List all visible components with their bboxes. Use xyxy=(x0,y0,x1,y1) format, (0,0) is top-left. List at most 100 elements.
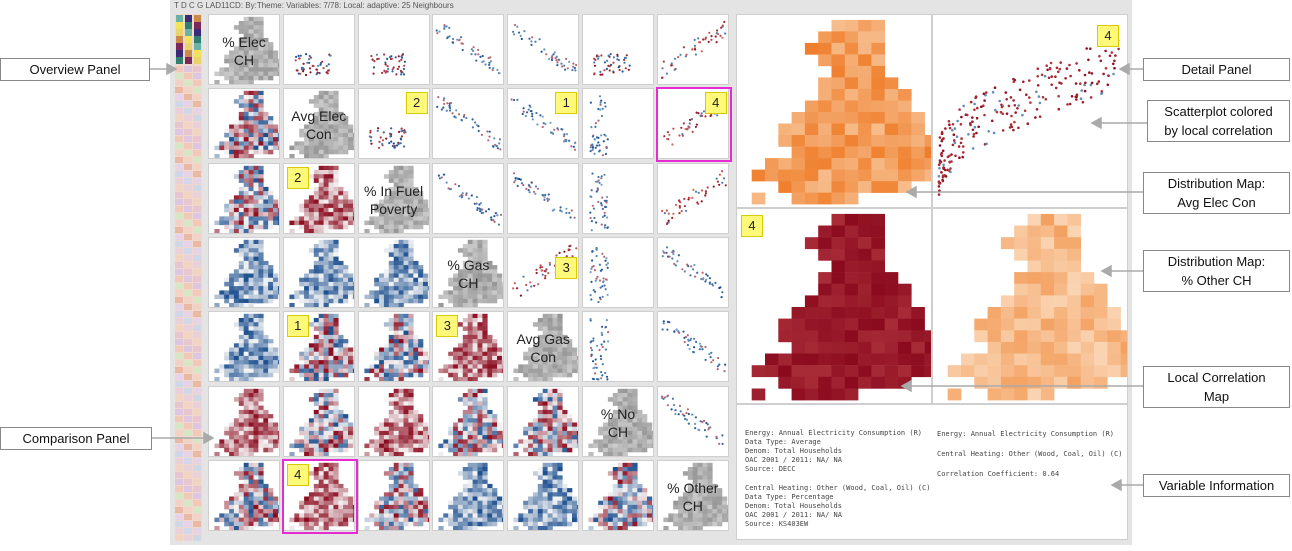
correlation-map-cell[interactable] xyxy=(208,162,280,234)
overview-cell[interactable] xyxy=(184,297,192,303)
overview-cell[interactable] xyxy=(184,472,192,478)
correlation-map-cell[interactable] xyxy=(432,459,505,531)
overview-cell[interactable] xyxy=(193,409,201,415)
overview-cell[interactable] xyxy=(175,409,183,415)
overview-cell[interactable] xyxy=(184,234,192,240)
overview-cell[interactable] xyxy=(185,29,192,36)
overview-cell[interactable] xyxy=(184,367,192,373)
overview-cell[interactable] xyxy=(193,500,201,506)
overview-cell[interactable] xyxy=(184,115,192,121)
overview-cell[interactable] xyxy=(175,437,183,443)
overview-cell[interactable] xyxy=(193,255,201,261)
overview-cell[interactable] xyxy=(185,50,192,57)
overview-cell[interactable] xyxy=(193,318,201,324)
correlation-map-cell[interactable] xyxy=(282,162,355,234)
overview-cell[interactable] xyxy=(176,50,183,57)
overview-cell[interactable] xyxy=(193,227,201,233)
overview-cell[interactable] xyxy=(193,66,201,72)
overview-cell[interactable] xyxy=(194,36,201,43)
overview-cell[interactable] xyxy=(185,36,192,43)
overview-cell[interactable] xyxy=(176,43,183,50)
overview-cell[interactable] xyxy=(184,171,192,177)
overview-cell[interactable] xyxy=(193,444,201,450)
overview-cell[interactable] xyxy=(175,402,183,408)
variable-cell-6[interactable]: % Other CH xyxy=(656,459,729,531)
overview-cell[interactable] xyxy=(175,479,183,485)
overview-cell[interactable] xyxy=(184,157,192,163)
overview-cell[interactable] xyxy=(193,143,201,149)
overview-cell[interactable] xyxy=(175,339,183,345)
overview-cell[interactable] xyxy=(175,367,183,373)
overview-cell[interactable] xyxy=(194,57,201,64)
overview-cell[interactable] xyxy=(176,29,183,36)
overview-cell[interactable] xyxy=(193,493,201,499)
overview-cell[interactable] xyxy=(175,150,183,156)
correlation-map-cell[interactable] xyxy=(357,459,430,531)
overview-cell[interactable] xyxy=(176,15,183,22)
overview-cell[interactable] xyxy=(184,276,192,282)
overview-cell[interactable] xyxy=(185,22,192,29)
overview-cell[interactable] xyxy=(193,514,201,520)
scatterplot-cell[interactable] xyxy=(656,385,729,457)
overview-cell[interactable] xyxy=(193,479,201,485)
overview-cell[interactable] xyxy=(184,283,192,289)
overview-cell[interactable] xyxy=(184,248,192,254)
overview-cell[interactable] xyxy=(184,101,192,107)
overview-cell[interactable] xyxy=(184,514,192,520)
overview-cell[interactable] xyxy=(175,318,183,324)
overview-cell[interactable] xyxy=(194,15,201,22)
overview-cell[interactable] xyxy=(193,423,201,429)
overview-cell[interactable] xyxy=(175,171,183,177)
correlation-map-cell[interactable] xyxy=(357,385,430,457)
scatterplot-cell[interactable] xyxy=(582,88,654,160)
overview-cell[interactable] xyxy=(193,199,201,205)
overview-cell[interactable] xyxy=(193,157,201,163)
overview-cell[interactable] xyxy=(193,360,201,366)
overview-cell[interactable] xyxy=(193,472,201,478)
overview-cell[interactable] xyxy=(175,108,183,114)
overview-cell[interactable] xyxy=(175,423,183,429)
overview-cell[interactable] xyxy=(175,136,183,142)
overview-cell[interactable] xyxy=(184,507,192,513)
overview-cell[interactable] xyxy=(184,94,192,100)
overview-cell[interactable] xyxy=(175,472,183,478)
overview-cell[interactable] xyxy=(184,458,192,464)
overview-cell[interactable] xyxy=(193,437,201,443)
overview-cell[interactable] xyxy=(184,164,192,170)
overview-cell[interactable] xyxy=(184,500,192,506)
overview-cell[interactable] xyxy=(193,276,201,282)
overview-cell[interactable] xyxy=(193,486,201,492)
overview-cell[interactable] xyxy=(193,87,201,93)
overview-cell[interactable] xyxy=(193,171,201,177)
overview-cell[interactable] xyxy=(175,297,183,303)
overview-cell[interactable] xyxy=(193,108,201,114)
overview-cell[interactable] xyxy=(175,332,183,338)
overview-cell[interactable] xyxy=(184,227,192,233)
overview-cell[interactable] xyxy=(175,521,183,527)
overview-cell[interactable] xyxy=(175,486,183,492)
overview-cell[interactable] xyxy=(184,409,192,415)
correlation-map-cell[interactable] xyxy=(357,311,430,383)
overview-cell[interactable] xyxy=(184,178,192,184)
correlation-map-cell[interactable] xyxy=(507,459,580,531)
overview-cell[interactable] xyxy=(175,535,183,541)
overview-cell[interactable] xyxy=(194,43,201,50)
overview-cell[interactable] xyxy=(193,136,201,142)
overview-cell[interactable] xyxy=(175,465,183,471)
correlation-map-cell[interactable] xyxy=(357,236,430,308)
overview-cell[interactable] xyxy=(176,57,183,64)
overview-cell[interactable] xyxy=(175,276,183,282)
overview-cell[interactable] xyxy=(193,73,201,79)
overview-cell[interactable] xyxy=(193,269,201,275)
overview-cell[interactable] xyxy=(184,332,192,338)
correlation-map-cell[interactable] xyxy=(432,385,505,457)
overview-cell[interactable] xyxy=(175,514,183,520)
overview-panel[interactable] xyxy=(175,14,202,541)
overview-cell[interactable] xyxy=(193,297,201,303)
correlation-map-cell[interactable] xyxy=(208,385,280,457)
overview-cell[interactable] xyxy=(175,444,183,450)
overview-cell[interactable] xyxy=(175,325,183,331)
overview-cell[interactable] xyxy=(175,213,183,219)
overview-cell[interactable] xyxy=(184,143,192,149)
detail-distribution-map-avg-elec-con[interactable] xyxy=(736,14,932,208)
